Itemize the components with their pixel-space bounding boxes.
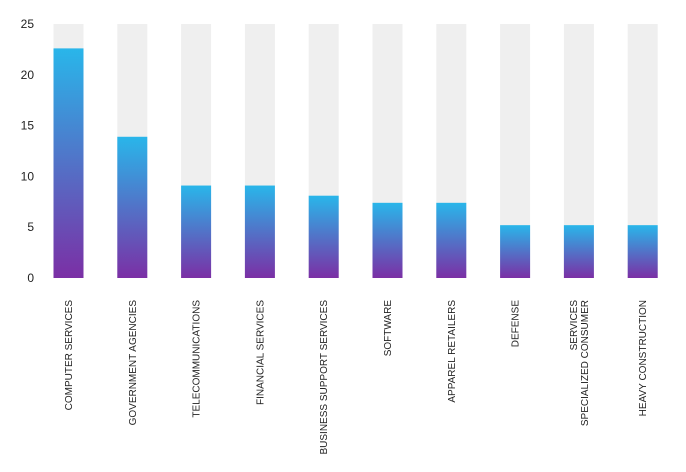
x-tick-label-line: GOVERNMENT AGENCIES	[128, 300, 139, 426]
x-tick-label: DEFENSE	[511, 300, 522, 348]
x-tick-label: SOFTWARE	[383, 300, 394, 357]
bar	[372, 202, 403, 278]
bar	[117, 136, 148, 278]
x-tick-label-line: SOFTWARE	[383, 300, 394, 357]
bar	[500, 225, 531, 278]
y-tick-label: 5	[27, 220, 34, 234]
x-tick-label-line: COMPUTER SERVICES	[64, 300, 75, 411]
bar	[308, 195, 339, 278]
x-tick-label: COMPUTER SERVICES	[64, 300, 75, 411]
y-tick-label: 20	[21, 68, 35, 82]
bar	[53, 48, 84, 278]
x-tick-label-line: HEAVY CONSTRUCTION	[638, 300, 649, 416]
x-tick-label: BUSINESS SUPPORT SERVICES	[319, 300, 330, 455]
x-tick-label-line: SPECIALIZED CONSUMER	[580, 300, 591, 426]
bar	[181, 185, 212, 278]
y-tick-label: 25	[21, 17, 35, 31]
x-tick-label: GOVERNMENT AGENCIES	[128, 300, 139, 426]
x-tick-label-line: TELECOMMUNICATIONS	[192, 300, 203, 418]
y-tick-label: 15	[21, 119, 35, 133]
x-tick-label: HEAVY CONSTRUCTION	[638, 300, 649, 416]
x-tick-label-line: SERVICES	[569, 300, 580, 351]
x-tick-label: FINANCIAL SERVICES	[255, 300, 266, 405]
y-tick-label: 10	[21, 169, 35, 183]
x-tick-label-line: DEFENSE	[511, 300, 522, 348]
bars	[53, 48, 658, 278]
x-tick-label-line: BUSINESS SUPPORT SERVICES	[319, 300, 330, 455]
bar	[627, 225, 658, 278]
x-tick-label: APPAREL RETAILERS	[447, 300, 458, 403]
x-tick-label-line: FINANCIAL SERVICES	[255, 300, 266, 405]
bar	[244, 185, 275, 278]
y-axis: 0 5 10 15 20 25	[21, 17, 35, 285]
bar	[563, 225, 594, 278]
y-tick-label: 0	[27, 271, 34, 285]
x-tick-label-line: APPAREL RETAILERS	[447, 300, 458, 403]
bar	[436, 202, 467, 278]
x-tick-label: TELECOMMUNICATIONS	[192, 300, 203, 418]
x-axis-labels: COMPUTER SERVICES GOVERNMENT AGENCIES TELE…	[64, 300, 649, 455]
